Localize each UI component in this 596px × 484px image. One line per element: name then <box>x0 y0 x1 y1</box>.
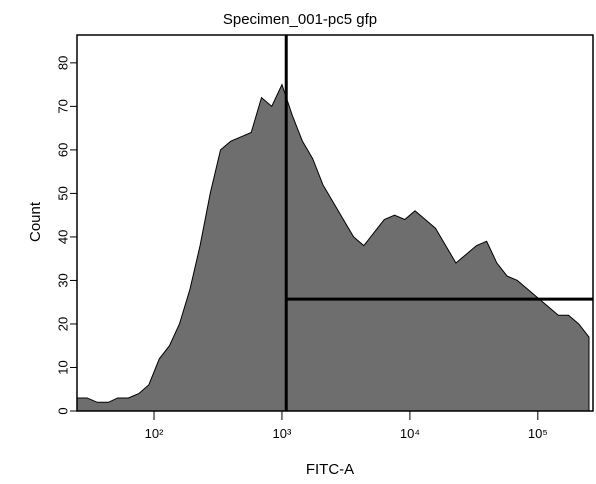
x-tick-label: 10⁵ <box>528 426 548 441</box>
y-tick-label: 60 <box>55 143 70 157</box>
chart-title: Specimen_001-pc5 gfp <box>223 11 377 28</box>
histogram-area <box>76 83 590 412</box>
y-tick-label: 50 <box>55 186 70 200</box>
y-tick-label: 80 <box>55 56 70 70</box>
x-tick-label: 10² <box>145 426 164 441</box>
x-axis-label: FITC-A <box>306 461 354 478</box>
y-tick-label: 30 <box>55 273 70 287</box>
plot-frame <box>76 34 594 412</box>
y-tick-label: 40 <box>55 230 70 244</box>
x-tick-label: 10⁴ <box>400 426 420 441</box>
y-tick-label: 0 <box>55 407 70 414</box>
y-axis-label: Count <box>27 201 44 242</box>
y-tick-label: 10 <box>55 360 70 374</box>
y-tick-label: 70 <box>55 99 70 113</box>
x-tick-label: 10³ <box>273 426 292 441</box>
y-tick-label: 20 <box>55 317 70 331</box>
